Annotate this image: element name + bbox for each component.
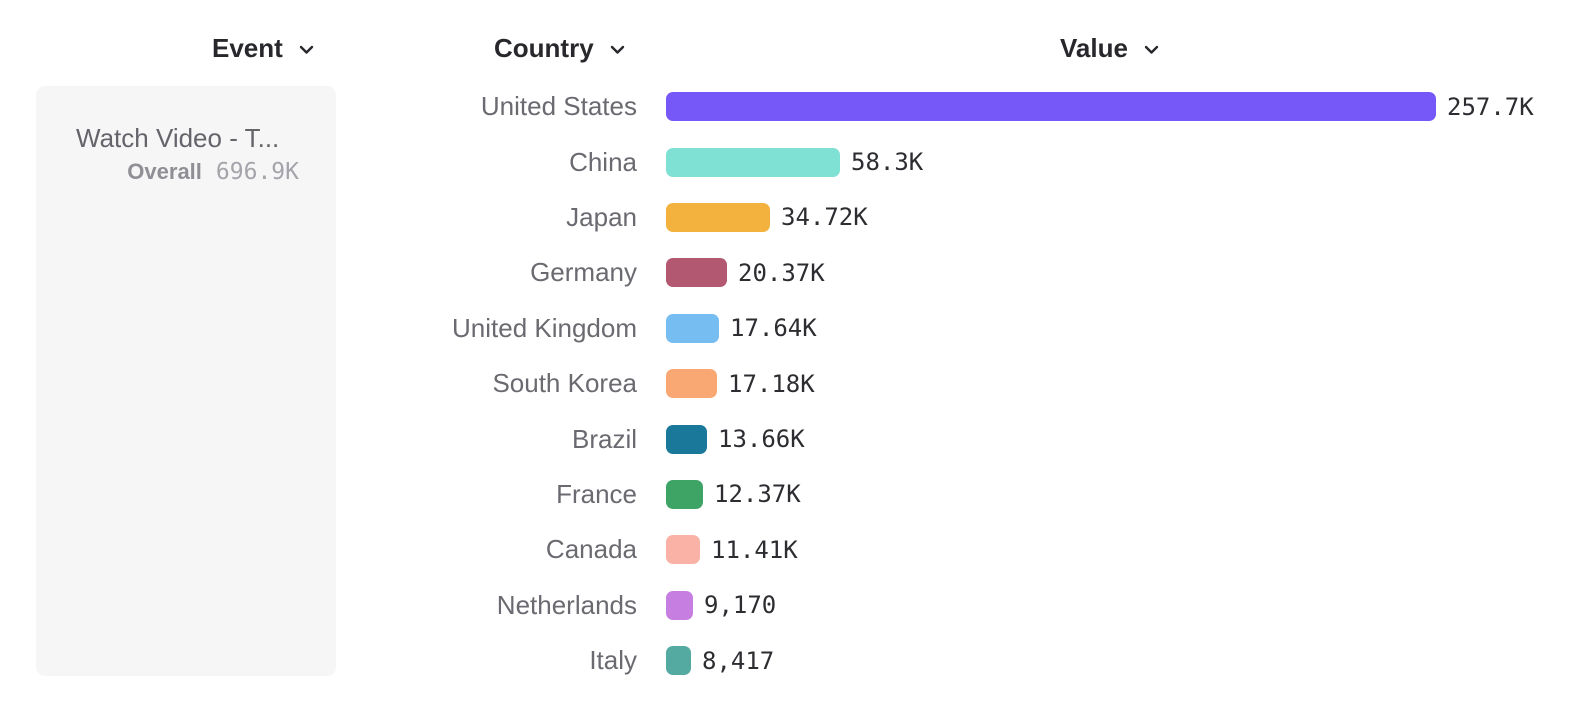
country-label: Japan: [566, 201, 637, 232]
chart-row: South Korea 17.18K: [0, 356, 1584, 411]
value-bar[interactable]: [666, 92, 1436, 122]
country-label: Canada: [545, 534, 637, 565]
event-column-label: Event: [212, 33, 283, 63]
bar-area: 13.66K: [666, 424, 1584, 454]
value-bar[interactable]: [666, 479, 703, 509]
value-label: 17.18K: [728, 369, 815, 398]
bar-area: 17.18K: [666, 369, 1584, 399]
value-label: 20.37K: [738, 258, 825, 287]
chevron-down-icon: [610, 45, 624, 54]
country-column-label: Country: [494, 33, 594, 63]
event-title: Watch Video - T...: [76, 123, 280, 153]
bar-area: 11.41K: [666, 535, 1584, 565]
chart-row: China 58.3K: [0, 134, 1584, 189]
overall-label: Overall: [127, 159, 202, 184]
country-label: Germany: [530, 257, 637, 288]
value-column-label: Value: [1060, 33, 1128, 63]
bar-area: 12.37K: [666, 479, 1584, 509]
chart-row: United Kingdom 17.64K: [0, 301, 1584, 356]
chart-row: Netherlands 9,170: [0, 578, 1584, 633]
chevron-down-icon: [1144, 45, 1159, 54]
bar-area: 17.64K: [666, 313, 1584, 343]
overall-value: 696.9K: [215, 159, 299, 185]
value-label: 9,170: [704, 591, 777, 620]
country-label: Italy: [589, 645, 637, 676]
value-label: 8,417: [702, 646, 775, 675]
bar-area: 257.7K: [666, 92, 1584, 122]
event-card[interactable]: Watch Video - T... Overall 696.9K: [36, 86, 336, 676]
value-label: 12.37K: [714, 480, 801, 509]
chevron-down-icon: [299, 45, 314, 54]
country-label: South Korea: [492, 368, 637, 399]
event-column-header[interactable]: Event: [212, 33, 314, 64]
value-bar[interactable]: [666, 313, 719, 343]
bar-area: 34.72K: [666, 202, 1584, 232]
country-label: China: [569, 146, 637, 177]
chart-row: Germany 20.37K: [0, 245, 1584, 300]
country-label: United Kingdom: [452, 312, 637, 343]
value-label: 17.64K: [730, 314, 817, 343]
country-label: Netherlands: [496, 589, 637, 620]
event-metric: Overall 696.9K: [36, 159, 336, 185]
country-bar-chart: United States 257.7K China 58.3K Japan 34.72K…: [0, 79, 1584, 688]
chart-row: France 12.37K: [0, 467, 1584, 522]
country-label: United States: [480, 91, 637, 122]
value-bar[interactable]: [666, 258, 727, 288]
chart-row: Japan 34.72K: [0, 190, 1584, 245]
chart-row: Brazil 13.66K: [0, 411, 1584, 466]
value-bar[interactable]: [666, 147, 840, 177]
value-bar[interactable]: [666, 535, 700, 565]
bar-area: 58.3K: [666, 147, 1584, 177]
value-label: 11.41K: [711, 535, 798, 564]
bar-area: 20.37K: [666, 258, 1584, 288]
value-bar[interactable]: [666, 590, 693, 620]
chart-row: Canada 11.41K: [0, 522, 1584, 577]
value-bar[interactable]: [666, 369, 717, 399]
country-label: Brazil: [571, 423, 637, 454]
value-label: 257.7K: [1447, 92, 1534, 121]
country-column-header[interactable]: Country: [494, 33, 625, 64]
value-bar[interactable]: [666, 646, 691, 676]
value-bar[interactable]: [666, 424, 707, 454]
value-column-header[interactable]: Value: [1060, 33, 1159, 64]
chart-row: United States 257.7K: [0, 79, 1584, 134]
value-bar[interactable]: [666, 202, 770, 232]
value-label: 34.72K: [781, 203, 868, 232]
country-label: France: [556, 478, 637, 509]
bar-area: 8,417: [666, 646, 1584, 676]
value-label: 58.3K: [851, 148, 924, 177]
chart-row: Italy 8,417: [0, 633, 1584, 688]
bar-area: 9,170: [666, 590, 1584, 620]
value-label: 13.66K: [718, 425, 805, 454]
